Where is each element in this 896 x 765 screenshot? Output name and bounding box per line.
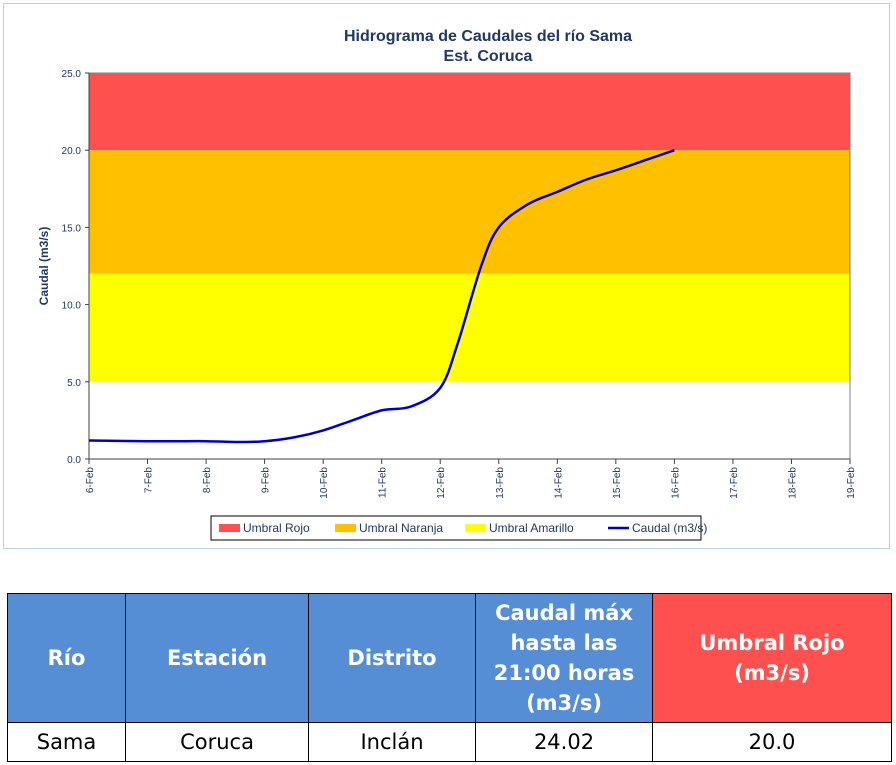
legend-label: Umbral Amarillo — [489, 521, 574, 535]
legend: Umbral Rojo Umbral Naranja Umbral Amarillo… — [210, 515, 707, 541]
cell-estacion: Coruca — [125, 722, 309, 762]
cell-rio: Sama — [7, 722, 126, 762]
header-line: Río — [47, 646, 86, 670]
station-table: Río Estación Distrito Caudal máx hasta la… — [7, 593, 892, 762]
x-tick-label: 8-Feb — [202, 467, 213, 494]
header-line: Umbral Rojo — [699, 631, 845, 655]
threshold-band — [89, 73, 850, 151]
legend-entry: Umbral Naranja — [335, 521, 443, 535]
legend-label: Caudal (m3/s) — [632, 521, 707, 535]
legend-swatch — [219, 524, 240, 532]
x-tick-label: 12-Feb — [436, 467, 447, 499]
x-tick-label: 11-Feb — [378, 467, 389, 498]
y-tick-label: 20.0 — [62, 146, 82, 157]
y-axis-label: Caudal (m3/s) — [37, 227, 51, 306]
x-tick-label: 18-Feb — [787, 467, 798, 499]
x-tick-label: 9-Feb — [261, 467, 272, 494]
header-line: Caudal máx — [495, 601, 633, 625]
header-distrito: Distrito — [308, 593, 476, 723]
header-line: hasta las — [510, 631, 618, 655]
legend-entry: Umbral Amarillo — [465, 521, 574, 535]
x-tick-label: 10-Feb — [319, 467, 330, 499]
header-line: (m3/s) — [526, 691, 602, 715]
legend-swatch — [465, 524, 486, 532]
y-tick-label: 5.0 — [67, 378, 81, 389]
cell-umbral-rojo: 20.0 — [652, 722, 892, 762]
header-estacion: Estación — [125, 593, 309, 723]
x-tick-label: 14-Feb — [553, 467, 564, 499]
x-tick-label: 17-Feb — [729, 467, 740, 499]
legend-label: Umbral Rojo — [243, 521, 310, 535]
header-caudal-max: Caudal máx hasta las 21:00 horas (m3/s) — [475, 593, 653, 723]
legend-entry: Caudal (m3/s) — [608, 521, 707, 535]
legend-entry: Umbral Rojo — [219, 521, 310, 535]
legend-swatch — [335, 524, 356, 532]
cell-caudal-max: 24.02 — [475, 722, 653, 762]
chart-subtitle: Est. Coruca — [444, 48, 533, 65]
legend-label: Umbral Naranja — [359, 521, 443, 535]
header-line: Estación — [166, 646, 268, 670]
x-tick-label: 19-Feb — [846, 467, 857, 499]
x-tick-label: 16-Feb — [670, 467, 681, 499]
chart-container: 0.0 5.0 10.0 15.0 20.0 25.0 6-Feb 7-Feb 8-Feb 9-F… — [3, 3, 890, 549]
y-tick-label: 10.0 — [62, 301, 82, 312]
cell-distrito: Inclán — [308, 722, 476, 762]
threshold-band — [89, 150, 850, 274]
x-tick-label: 15-Feb — [612, 467, 623, 499]
header-rio: Río — [7, 593, 126, 723]
y-tick-label: 25.0 — [62, 69, 82, 80]
y-tick-label: 15.0 — [62, 223, 82, 234]
header-line: 21:00 horas — [493, 661, 635, 685]
y-tick-label: 0.0 — [67, 455, 81, 466]
chart-title: Hidrograma de Caudales del río Sama — [344, 28, 632, 45]
series-line-caudal — [88, 149, 675, 444]
header-umbral-rojo: Umbral Rojo (m3/s) — [652, 593, 892, 723]
x-tick-label: 13-Feb — [495, 467, 506, 499]
table-header-row: Río Estación Distrito Caudal máx hasta la… — [7, 593, 892, 723]
header-line: (m3/s) — [734, 661, 810, 685]
x-tick-label: 7-Feb — [144, 467, 155, 494]
threshold-band — [89, 273, 850, 382]
x-tick-label: 6-Feb — [85, 467, 96, 494]
header-line: Distrito — [347, 646, 437, 670]
table-row: Sama Coruca Inclán 24.02 20.0 — [7, 722, 892, 762]
hydrograph-chart: 0.0 5.0 10.0 15.0 20.0 25.0 6-Feb 7-Feb 8-Feb 9-F… — [37, 28, 857, 541]
